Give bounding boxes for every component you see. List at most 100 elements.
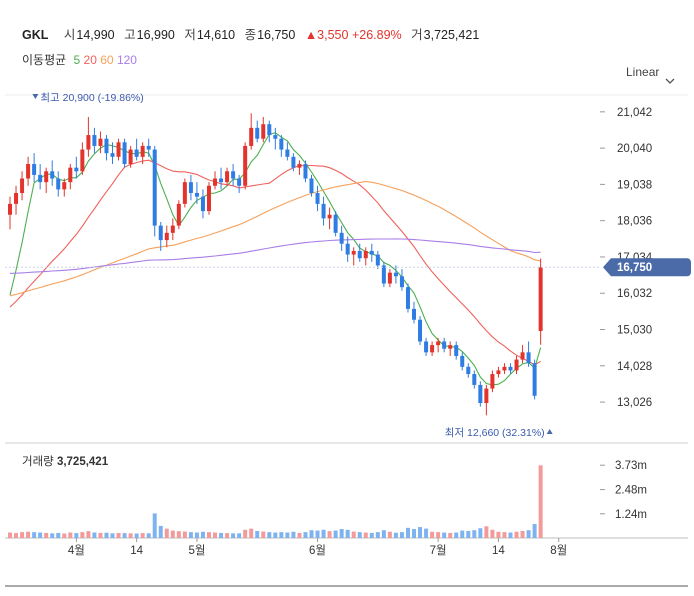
candle-body [387,272,392,284]
candle-body [50,171,55,179]
volume-bar [213,532,218,538]
volume-bar [140,533,145,538]
volume-bar [303,532,308,538]
candle-body [146,145,151,150]
candle-body [526,352,531,364]
y-tick-label: 21,042 [617,107,652,119]
min-marker-icon [546,429,553,434]
candle-body [321,203,326,219]
candle-body [357,250,362,259]
candle-body [56,178,61,190]
candle-body [309,178,314,194]
candle-body [520,352,525,360]
x-tick-label: 5월 [188,544,205,557]
candle-body [478,384,483,404]
volume-bar [460,530,465,538]
candle-body [339,232,344,244]
volume-bar [261,531,266,538]
candle-body [532,363,537,396]
candle-body [225,171,230,183]
volume-bar [92,532,97,538]
volume-bar [393,532,398,538]
volume-bar [472,530,477,538]
candle-body [285,149,290,157]
candle-body [297,164,302,168]
volume-bar [418,527,423,538]
candle-body [484,388,489,404]
x-tick-label: 7월 [430,544,447,557]
volume-bar [538,465,543,538]
candle-body [206,185,211,212]
candle-body [231,171,236,179]
volume-bar [116,532,121,538]
candle-body [490,374,495,389]
candle-body [104,138,109,154]
moving-average-legend[interactable]: 이동평균 5 20 60 120 [22,51,137,68]
candles [8,113,543,416]
candle-body [176,203,181,226]
low-label: 저 [184,28,196,42]
volume-bar [490,529,495,538]
volume-bar [50,533,55,538]
candle-body [152,149,157,226]
volume-bar [412,529,417,538]
volume-bar [375,532,380,538]
volume-bar [309,530,314,538]
change-value: ▲3,550 [304,28,349,42]
volume-bar [357,532,362,538]
volume-bar [478,528,483,538]
candle-body [472,374,477,385]
open-label: 시 [63,28,76,42]
candle-body [194,193,199,197]
volume-bar [381,530,386,538]
candle-body [62,182,67,190]
candle-body [399,276,404,288]
volume-bar [520,530,525,538]
volume-bar [225,533,230,538]
candle-body [448,345,453,349]
volume-tick-label: 2.48m [615,485,647,497]
volume-bar [146,533,151,538]
candle-body [454,345,459,356]
y-tick-label: 15,030 [617,325,652,337]
candle-body [291,156,296,168]
candle-body [249,127,254,146]
close-value: 16,750 [257,28,296,42]
volume-bar [321,529,326,538]
volume-bar [315,530,320,538]
x-tick-label: 14 [130,545,143,557]
scale-selector[interactable]: Linear [626,65,660,79]
volume-bar [26,531,31,538]
volume-bar [237,533,242,538]
last-price-tag [603,258,691,277]
candle-body [140,145,145,157]
candle-body [110,153,115,157]
volume-tick-label: 3.73m [615,460,647,472]
volume-bar [327,531,332,538]
volume-bar [363,532,368,538]
candle-body [80,149,85,172]
candle-body [243,145,248,186]
volume-bar [14,533,19,538]
candle-body [508,366,513,371]
chevron-down-icon[interactable] [665,78,675,85]
volume-bar [32,532,37,538]
volume-bar [128,533,133,538]
volume-bar [405,527,410,538]
volume-bar [249,528,254,538]
volume-bar [297,532,302,538]
last-price-value: 16,750 [617,262,652,274]
volume-bar [255,530,260,538]
volume-bar [38,532,43,538]
high-label: 고 [124,28,136,42]
candle-body [333,214,338,233]
candle-body [466,366,471,375]
candle-body [255,127,260,139]
volume-bar [351,531,356,538]
x-tick-label: 8월 [550,544,567,557]
y-tick-label: 16,032 [617,288,652,300]
candle-body [158,225,163,241]
volume-bar [164,528,169,538]
volume-bar [369,532,374,538]
